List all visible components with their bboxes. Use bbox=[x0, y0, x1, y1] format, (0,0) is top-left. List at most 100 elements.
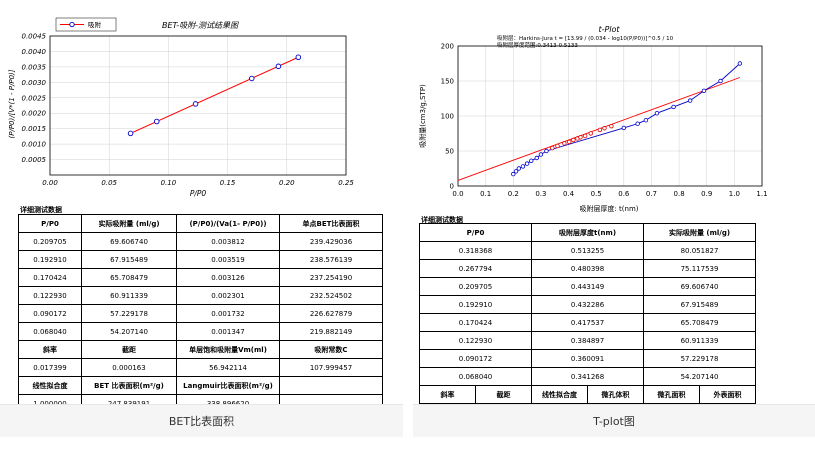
tplot-data-point bbox=[643, 117, 649, 123]
table-cell: 0.267794 bbox=[418, 259, 533, 278]
table-header-cell: 吸附层厚度t(nm) bbox=[531, 223, 645, 242]
table-cell: 0.170424 bbox=[18, 268, 82, 287]
tplot-data-table: P/P0 吸附层厚度t(nm) 实际吸附量 (ml/g) 0.318368 0.5132… bbox=[418, 223, 757, 422]
tplot-data-point bbox=[597, 127, 603, 133]
bet-legend: 吸附 bbox=[55, 17, 117, 32]
tplot-data-point bbox=[687, 98, 693, 103]
table-cell: 239.429036 bbox=[279, 232, 383, 251]
table-row: 0.209705 69.606740 0.003812 239.429036 bbox=[18, 232, 383, 251]
tplot-data-point bbox=[524, 161, 530, 166]
table-cell: 69.606740 bbox=[81, 232, 177, 251]
table-cell: 0.001347 bbox=[176, 322, 280, 341]
table-cell: 238.576139 bbox=[279, 250, 383, 269]
tplot-data-point bbox=[529, 158, 534, 163]
table-cell: 0.068040 bbox=[18, 322, 82, 341]
table-cell: 0.192910 bbox=[418, 295, 533, 314]
table-header-cell: 实际吸附量 (ml/g) bbox=[643, 223, 757, 242]
table-header-cell: 斜率 bbox=[419, 385, 476, 404]
table-row: 0.318368 0.513255 80.051827 bbox=[418, 241, 757, 260]
tplot-data-point bbox=[737, 61, 743, 66]
table-row: P/P0 实际吸附量 (ml/g) (P/P0)/(Va(1- P/P0)) 单点BE… bbox=[18, 214, 383, 233]
table-cell: 56.942114 bbox=[176, 358, 280, 377]
table-cell: 0.017399 bbox=[18, 358, 82, 377]
tplot-x-tick-label: 0.3 bbox=[535, 190, 546, 198]
table-header-cell: 吸附常数C bbox=[279, 340, 383, 359]
bet-y-tick-label: 0.0025 bbox=[22, 94, 47, 102]
bet-table-title: 详细测试数据 bbox=[20, 206, 62, 214]
table-row: 斜率 截距 单层饱和吸附量Vm(ml) 吸附常数C bbox=[18, 340, 383, 359]
table-cell: 107.999457 bbox=[279, 358, 383, 377]
table-header-cell: 斜率 bbox=[18, 340, 82, 359]
tplot-data-point bbox=[534, 155, 539, 161]
bet-x-tick-label: 0.00 bbox=[42, 179, 58, 187]
tplot-chart-title: t-Plot bbox=[598, 25, 620, 34]
tplot-data-point bbox=[538, 152, 544, 157]
table-header-cell: 截距 bbox=[81, 340, 177, 359]
tplot-data-point bbox=[621, 125, 627, 131]
table-header-cell: 外表面积 bbox=[699, 385, 757, 404]
table-cell: 0.122930 bbox=[18, 286, 82, 305]
table-cell: 65.708479 bbox=[643, 313, 757, 332]
table-row: 0.192910 67.915489 0.003519 238.576139 bbox=[18, 250, 383, 269]
table-cell: 0.480398 bbox=[531, 259, 645, 278]
tplot-x-tick-label: 0.4 bbox=[563, 190, 575, 198]
table-header-cell: 线性拟合度 bbox=[531, 385, 589, 404]
table-cell: 0.122930 bbox=[418, 331, 533, 350]
tplot-y-tick-label: 0 bbox=[450, 183, 454, 191]
bet-legend-label: 吸附 bbox=[88, 20, 102, 29]
tplot-data-point bbox=[718, 78, 723, 84]
table-cell: 60.911339 bbox=[643, 331, 757, 350]
tplot-x-tick-label: 0.8 bbox=[674, 190, 685, 198]
table-cell: 54.207140 bbox=[643, 367, 757, 386]
bet-data-point bbox=[249, 75, 255, 82]
table-cell: 219.882149 bbox=[279, 322, 383, 341]
tplot-data-point bbox=[513, 169, 519, 174]
bet-data-table: P/P0 实际吸附量 (ml/g) (P/P0)/(Va(1- P/P0)) 单点BE… bbox=[18, 214, 383, 413]
bet-y-axis-label: (P/P0)/[V*(1 - P/P0)] bbox=[8, 69, 16, 138]
table-cell: 0.318368 bbox=[418, 241, 533, 260]
tplot-y-tick-label: 50 bbox=[445, 148, 454, 156]
table-row: 0.209705 0.443149 69.606740 bbox=[418, 277, 757, 296]
tplot-caption-text: T-plot图 bbox=[593, 415, 635, 428]
bet-y-tick-label: 0.0030 bbox=[22, 79, 47, 87]
tplot-subtitle-1: 吸附层：Harkins-Jura t = [13.99 / (0.034 - l… bbox=[497, 34, 674, 42]
tplot-data-point bbox=[511, 171, 516, 177]
tplot-data-point bbox=[701, 88, 707, 93]
tplot-x-axis-label: 吸附层厚度: t(nm) bbox=[579, 204, 638, 213]
tplot-x-tick-label: 0.9 bbox=[701, 190, 712, 198]
bet-data-point bbox=[127, 130, 134, 137]
bet-panel: 吸附 BET-吸附-测试结果图 0.0005 0.0010 0.0015 0.0020… bbox=[0, 0, 403, 449]
bet-data-point bbox=[192, 101, 199, 107]
bet-caption: BET比表面积 bbox=[0, 404, 403, 437]
bet-x-tick-label: 0.10 bbox=[161, 179, 177, 187]
table-cell: 0.001732 bbox=[176, 304, 280, 323]
tplot-x-tick-label: 0.5 bbox=[591, 190, 602, 198]
table-cell: 0.192910 bbox=[18, 250, 82, 269]
table-row: 0.017399 0.000163 56.942114 107.999457 bbox=[18, 358, 383, 377]
table-cell: 57.229178 bbox=[643, 349, 757, 368]
table-cell: 75.117539 bbox=[643, 259, 757, 278]
tplot-x-tick-label: 1.1 bbox=[756, 190, 767, 198]
bet-plot-frame bbox=[49, 35, 347, 176]
tplot-x-tick-label: 0.6 bbox=[618, 190, 630, 198]
tplot-data-point bbox=[588, 131, 593, 136]
tplot-y-tick-label: 200 bbox=[441, 43, 454, 51]
tplot-data-point bbox=[654, 110, 660, 116]
bet-chart-title: BET-吸附-测试结果图 bbox=[162, 21, 239, 30]
bet-x-tick-label: 0.25 bbox=[338, 179, 354, 187]
bet-x-tick-label: 0.05 bbox=[101, 179, 117, 187]
tplot-x-tick-label: 0.1 bbox=[480, 190, 491, 198]
table-cell: 69.606740 bbox=[643, 277, 757, 296]
tplot-data-point bbox=[571, 137, 576, 143]
bet-y-tick-label: 0.0005 bbox=[22, 156, 47, 164]
tplot-y-tick-label: 100 bbox=[441, 113, 454, 121]
tplot-data-point bbox=[671, 104, 676, 110]
bet-data-point bbox=[154, 118, 160, 125]
tplot-data-point bbox=[562, 141, 567, 146]
tplot-x-tick-label: 0.7 bbox=[646, 190, 657, 198]
bet-x-tick-label: 0.15 bbox=[220, 179, 236, 187]
table-header-cell bbox=[279, 376, 383, 395]
tplot-data-point bbox=[555, 143, 560, 149]
bet-data-point bbox=[275, 63, 282, 70]
table-cell: 0.090172 bbox=[418, 349, 533, 368]
